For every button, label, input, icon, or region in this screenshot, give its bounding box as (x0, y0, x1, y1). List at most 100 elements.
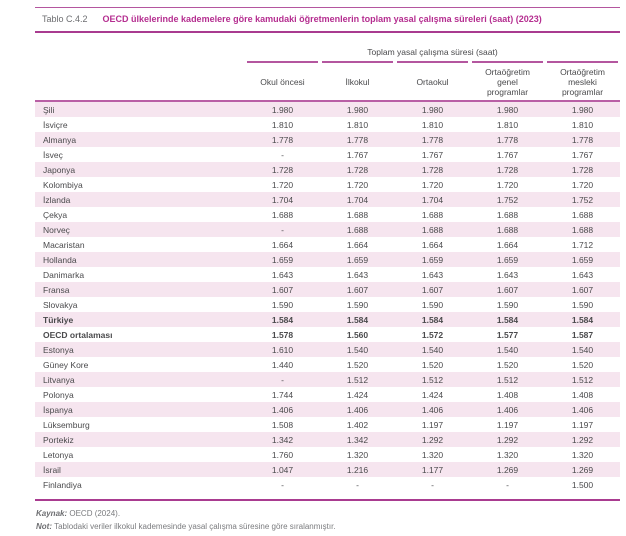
value-cell: 1.664 (346, 239, 369, 250)
value-cell: 1.540 (421, 344, 444, 355)
table-row: Polonya 1.744 1.424 1.424 1.408 1.408 (35, 387, 620, 402)
table-row: Güney Kore 1.440 1.520 1.520 1.520 1.520 (35, 357, 620, 372)
value-cell: 1.688 (271, 209, 294, 220)
table-row: Finlandiya - - - - 1.500 (35, 477, 620, 492)
underline-segment (547, 61, 618, 63)
value-cell: 1.197 (421, 419, 444, 430)
table-row: Lüksemburg 1.508 1.402 1.197 1.197 1.197 (35, 417, 620, 432)
source-label: Kaynak: (36, 509, 68, 518)
value-cell: 1.704 (421, 194, 444, 205)
column-header-okul-oncesi: Okul öncesi (260, 76, 305, 87)
table-row: Norveç - 1.688 1.688 1.688 1.688 (35, 222, 620, 237)
value-cell: 1.980 (571, 104, 594, 115)
value-cell: 1.269 (496, 464, 519, 475)
value-cell: 1.688 (496, 224, 519, 235)
country-cell: İsrail (43, 464, 61, 475)
value-cell: 1.810 (496, 119, 519, 130)
column-labels-row: Okul öncesi İlkokul Ortaokul Ortaöğretim… (35, 63, 620, 100)
value-cell: 1.980 (421, 104, 444, 115)
country-cell: Çekya (43, 209, 68, 220)
value-cell: - (281, 374, 284, 385)
value-cell: 1.520 (346, 359, 369, 370)
country-cell: Letonya (43, 449, 74, 460)
value-cell: 1.643 (421, 269, 444, 280)
value-cell: 1.744 (271, 389, 294, 400)
value-cell: 1.320 (421, 449, 444, 460)
table-title-bar: Tablo C.4.2 OECD ülkelerinde kademelere … (35, 7, 620, 33)
value-cell: 1.342 (271, 434, 294, 445)
value-cell: 1.760 (271, 449, 294, 460)
value-cell: 1.728 (496, 164, 519, 175)
value-cell: 1.590 (571, 299, 594, 310)
value-cell: 1.584 (421, 314, 444, 325)
value-cell: 1.712 (571, 239, 594, 250)
table-row: İsviçre 1.810 1.810 1.810 1.810 1.810 (35, 117, 620, 132)
column-header-empty (35, 63, 245, 100)
value-cell: 1.728 (271, 164, 294, 175)
source-text: OECD (2024). (69, 509, 121, 518)
value-cell: 1.810 (421, 119, 444, 130)
value-cell: 1.720 (271, 179, 294, 190)
value-cell: 1.320 (571, 449, 594, 460)
country-cell: Kolombiya (43, 179, 83, 190)
value-cell: 1.197 (571, 419, 594, 430)
table-row: Japonya 1.728 1.728 1.728 1.728 1.728 (35, 162, 620, 177)
value-cell: 1.177 (421, 464, 444, 475)
value-cell: 1.424 (421, 389, 444, 400)
sorting-note: Not: Tablodaki veriler ilkokul kademesin… (36, 520, 620, 533)
underline-segment (247, 61, 318, 63)
value-cell: 1.778 (496, 134, 519, 145)
column-header-area: Toplam yasal çalışma süresi (saat) Okul … (35, 33, 620, 100)
country-cell: Slovakya (43, 299, 78, 310)
value-cell: 1.512 (496, 374, 519, 385)
value-cell: 1.578 (271, 329, 294, 340)
value-cell: 1.577 (496, 329, 519, 340)
value-cell: 1.767 (421, 149, 444, 160)
value-cell: 1.402 (346, 419, 369, 430)
value-cell: 1.560 (346, 329, 369, 340)
country-cell: Estonya (43, 344, 74, 355)
value-cell: 1.587 (571, 329, 594, 340)
value-cell: 1.508 (271, 419, 294, 430)
value-cell: 1.767 (571, 149, 594, 160)
value-cell: 1.590 (421, 299, 444, 310)
column-header-ortaogretim-mesleki: Ortaöğretim mesleki programlar (560, 66, 605, 97)
value-cell: 1.810 (571, 119, 594, 130)
value-cell: 1.688 (571, 209, 594, 220)
table-row: Türkiye 1.584 1.584 1.584 1.584 1.584 (35, 312, 620, 327)
country-cell: Almanya (43, 134, 77, 145)
value-cell: 1.540 (346, 344, 369, 355)
value-cell: 1.320 (496, 449, 519, 460)
value-cell: 1.720 (346, 179, 369, 190)
value-cell: 1.980 (346, 104, 369, 115)
value-cell: 1.688 (346, 224, 369, 235)
value-cell: 1.659 (571, 254, 594, 265)
country-cell: Portekiz (43, 434, 74, 445)
value-cell: 1.688 (421, 209, 444, 220)
value-cell: 1.584 (346, 314, 369, 325)
value-cell: 1.720 (496, 179, 519, 190)
value-cell: 1.406 (271, 404, 294, 415)
footnotes: Kaynak: OECD (2024). Not: Tablodaki veri… (35, 501, 620, 533)
country-cell: İsviçre (43, 119, 68, 130)
value-cell: - (281, 149, 284, 160)
value-cell: - (356, 479, 359, 490)
value-cell: 1.810 (271, 119, 294, 130)
value-cell: 1.590 (271, 299, 294, 310)
value-cell: 1.980 (496, 104, 519, 115)
column-header-ilkokul: İlkokul (345, 76, 370, 87)
value-cell: 1.500 (571, 479, 594, 490)
country-cell: Şili (43, 104, 55, 115)
value-cell: 1.520 (496, 359, 519, 370)
value-cell: 1.408 (496, 389, 519, 400)
value-cell: 1.292 (571, 434, 594, 445)
value-cell: 1.520 (421, 359, 444, 370)
table-row: Fransa 1.607 1.607 1.607 1.607 1.607 (35, 282, 620, 297)
country-cell: İzlanda (43, 194, 71, 205)
country-cell: Fransa (43, 284, 70, 295)
column-header-ortaokul: Ortaokul (416, 76, 449, 87)
country-cell: Norveç (43, 224, 70, 235)
table-row: İsrail 1.047 1.216 1.177 1.269 1.269 (35, 462, 620, 477)
country-cell: Hollanda (43, 254, 77, 265)
